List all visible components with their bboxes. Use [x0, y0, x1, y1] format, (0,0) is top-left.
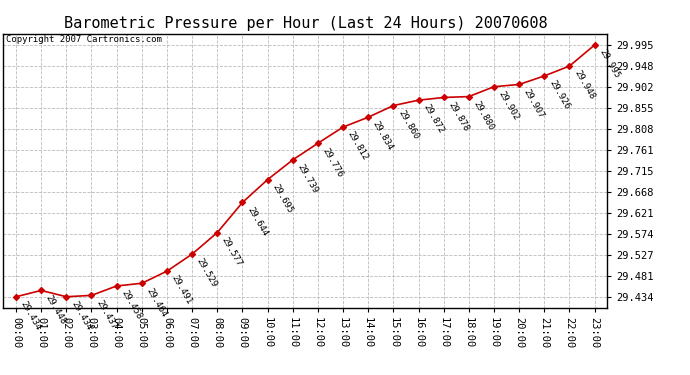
Text: 29.529: 29.529	[195, 257, 219, 289]
Text: 29.695: 29.695	[270, 182, 295, 215]
Text: 29.577: 29.577	[220, 236, 244, 268]
Text: Copyright 2007 Cartronics.com: Copyright 2007 Cartronics.com	[6, 35, 162, 44]
Text: 29.995: 29.995	[598, 48, 621, 80]
Text: 29.860: 29.860	[396, 108, 420, 141]
Text: 29.491: 29.491	[170, 274, 194, 306]
Text: 29.948: 29.948	[572, 69, 596, 101]
Text: 29.434: 29.434	[69, 300, 93, 332]
Text: 29.458: 29.458	[119, 289, 144, 321]
Text: 29.812: 29.812	[346, 130, 370, 162]
Text: 29.907: 29.907	[522, 87, 546, 120]
Text: 29.448: 29.448	[44, 293, 68, 326]
Text: 29.834: 29.834	[371, 120, 395, 152]
Text: 29.878: 29.878	[446, 100, 471, 133]
Text: 29.464: 29.464	[145, 286, 168, 318]
Text: 29.872: 29.872	[422, 103, 445, 135]
Text: 29.434: 29.434	[19, 300, 43, 332]
Text: 29.926: 29.926	[547, 79, 571, 111]
Text: 29.902: 29.902	[497, 90, 521, 122]
Title: Barometric Pressure per Hour (Last 24 Hours) 20070608: Barometric Pressure per Hour (Last 24 Ho…	[63, 16, 547, 31]
Text: 29.776: 29.776	[321, 146, 344, 178]
Text: 29.437: 29.437	[95, 298, 118, 331]
Text: 29.644: 29.644	[245, 205, 269, 238]
Text: 29.880: 29.880	[472, 99, 495, 132]
Text: 29.739: 29.739	[295, 163, 319, 195]
